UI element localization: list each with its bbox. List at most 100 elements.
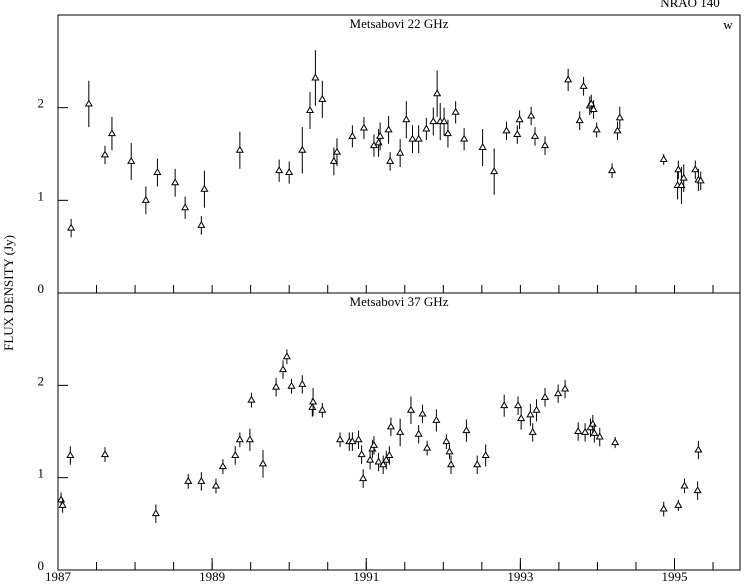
data-point: [348, 437, 357, 445]
data-point: [540, 141, 550, 149]
data-point: [218, 462, 227, 470]
data-point: [374, 138, 383, 146]
data-point: [560, 384, 570, 392]
data-point: [311, 73, 320, 81]
data-point: [386, 422, 395, 430]
data-point: [318, 405, 327, 413]
data-point: [357, 450, 366, 458]
data-point: [329, 156, 338, 164]
data-point: [100, 150, 110, 158]
data-point: [107, 129, 117, 137]
x-tick-label: 1991: [353, 569, 379, 584]
data-point: [66, 451, 75, 459]
data-point: [332, 147, 342, 155]
data-point: [298, 379, 307, 387]
data-point: [245, 435, 254, 443]
data-point: [462, 426, 471, 434]
data-point: [396, 427, 405, 435]
data-point: [151, 509, 160, 517]
data-point: [348, 131, 357, 139]
data-point: [366, 455, 375, 463]
data-point: [298, 145, 307, 153]
data-point: [258, 459, 268, 467]
panel-label: Metsabovi 22 GHz: [350, 16, 449, 31]
data-point: [379, 460, 388, 468]
data-point: [308, 402, 317, 410]
data-point: [374, 457, 383, 465]
data-point: [275, 166, 284, 174]
data-point: [181, 203, 190, 211]
data-point: [502, 126, 511, 134]
y-axis-label: FLUX DENSITY (Jy): [1, 235, 16, 351]
data-point: [67, 223, 76, 231]
data-point: [231, 451, 240, 459]
data-point: [335, 435, 345, 443]
data-point: [592, 125, 601, 133]
data-point: [615, 113, 624, 121]
data-point: [84, 99, 93, 107]
data-point: [500, 401, 509, 409]
data-point: [674, 500, 683, 508]
x-tick-label: 1995: [661, 569, 687, 584]
data-point: [359, 123, 369, 131]
data-point: [589, 105, 598, 113]
data-point: [478, 143, 487, 151]
data-point: [197, 476, 206, 484]
chart-title: NRAO 140: [660, 0, 720, 10]
data-point: [235, 145, 244, 153]
x-tick-label: 1989: [199, 569, 225, 584]
data-point: [574, 427, 583, 434]
data-point: [422, 124, 431, 132]
data-point: [554, 389, 563, 397]
data-point: [359, 474, 368, 482]
data-point: [287, 381, 296, 389]
data-point: [432, 415, 441, 423]
data-point: [414, 134, 423, 142]
data-point: [608, 166, 617, 174]
panel-label: Metsabovi 37 GHz: [350, 294, 449, 309]
data-point: [272, 382, 281, 390]
data-point: [659, 155, 668, 163]
data-point: [693, 486, 702, 494]
data-point: [540, 392, 550, 400]
annotation: w: [723, 17, 733, 32]
data-point: [309, 397, 318, 405]
data-point: [382, 455, 391, 463]
data-point: [481, 451, 490, 459]
data-point: [460, 134, 469, 142]
y-tick-label: 2: [38, 96, 45, 111]
data-point: [451, 107, 460, 115]
data-point: [530, 131, 540, 139]
data-point: [674, 165, 683, 173]
data-point: [171, 178, 180, 186]
plot-frame: [57, 292, 741, 571]
data-point: [423, 443, 432, 451]
data-point: [694, 445, 703, 453]
y-tick-label: 1: [38, 188, 45, 203]
data-point: [384, 125, 393, 133]
data-point: [579, 81, 588, 89]
data-point: [446, 460, 456, 468]
data-point: [318, 94, 327, 102]
data-point: [528, 427, 537, 435]
data-point: [100, 450, 110, 458]
data-point: [490, 167, 499, 175]
data-point: [513, 401, 523, 409]
data-point: [679, 173, 688, 181]
data-point: [58, 500, 67, 508]
data-point: [406, 405, 416, 413]
data-point: [418, 409, 427, 417]
data-point: [691, 165, 700, 173]
data-point: [408, 134, 417, 142]
data-point: [278, 365, 288, 373]
data-point: [564, 75, 573, 83]
data-point: [127, 156, 136, 164]
data-point: [443, 129, 453, 137]
data-point: [515, 115, 524, 123]
data-point: [235, 435, 244, 443]
data-point: [385, 451, 394, 459]
data-point: [440, 117, 449, 125]
data-point: [369, 440, 379, 448]
data-point: [200, 184, 209, 192]
